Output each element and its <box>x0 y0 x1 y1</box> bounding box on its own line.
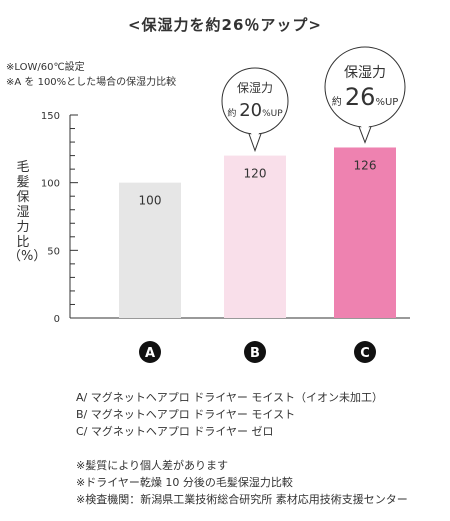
bar-value-label: 126 <box>354 158 377 172</box>
y-tick-label: 0 <box>54 314 60 325</box>
condition-note-basis: ※A を 100%とした場合の保湿力比較 <box>6 77 177 88</box>
bar-c <box>334 147 396 318</box>
bar-value-label: 100 <box>139 194 162 208</box>
condition-note-temp: ※LOW/60℃設定 <box>6 62 85 73</box>
y-tick-label: 150 <box>41 111 60 122</box>
category-label: B <box>250 346 260 361</box>
callout-suffix: %UP <box>375 97 398 108</box>
callout-prefix: 約 <box>332 95 345 108</box>
note-individual-difference: ※髪質により個人差があります <box>76 459 228 472</box>
callout-title: 保湿力 <box>344 65 386 81</box>
callout-tail-cover <box>359 123 371 133</box>
note-test-condition: ※ドライヤー乾燥 10 分後の毛髪保湿力比較 <box>76 476 293 489</box>
legend-item-a: A/ マグネットヘアプロ ドライヤー モイスト（イオン未加工） <box>76 391 384 404</box>
y-tick-label: 100 <box>41 179 60 190</box>
category-badge <box>244 341 266 363</box>
category-badge <box>354 341 376 363</box>
y-axis-label: 毛 髪 保 湿 力 比 <box>16 160 30 250</box>
bar-value-label: 120 <box>244 167 267 181</box>
category-label: A <box>145 346 155 361</box>
callout-tail-cover <box>249 130 261 140</box>
chart-title: <保湿力を約26％アップ> <box>127 16 322 34</box>
legend-item-c: C/ マグネットヘアプロ ドライヤー ゼロ <box>76 425 274 438</box>
callout-title: 保湿力 <box>237 80 273 95</box>
callout-suffix: %UP <box>262 109 283 119</box>
callout-number: 26 <box>345 83 376 111</box>
category-label: C <box>360 346 370 361</box>
callout-value: 約 26%UP <box>332 83 399 111</box>
bar-a <box>119 182 181 318</box>
bar-b <box>224 155 286 318</box>
legend-item-b: B/ マグネットヘアプロ ドライヤー モイスト <box>76 408 296 421</box>
y-tick-label: 50 <box>47 246 60 257</box>
category-badge <box>139 341 161 363</box>
note-test-institution: ※検査機関：新潟県工業技術総合研究所 素材応用技術支援センター <box>76 493 408 506</box>
callout-value: 約 20%UP <box>227 100 283 121</box>
y-axis-unit: （%） <box>8 249 47 264</box>
callout-prefix: 約 <box>227 107 239 119</box>
callout-number: 20 <box>239 100 262 121</box>
